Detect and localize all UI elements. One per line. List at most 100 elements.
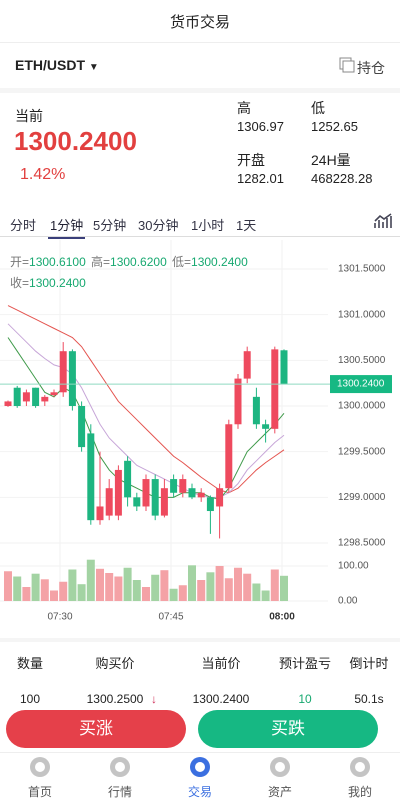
buy-up-button[interactable]: 买涨 — [6, 710, 186, 748]
volume-bar — [31, 573, 40, 601]
interval-tab[interactable]: 分时 — [10, 218, 37, 233]
x-tick-label: 07:30 — [47, 612, 72, 623]
candle-body — [114, 469, 122, 516]
pair-name: ETH/USDT — [15, 57, 85, 73]
y-tick-label: 1300.5000 — [338, 355, 386, 366]
nav-icon — [30, 757, 50, 777]
candle-body — [188, 488, 196, 498]
candle-body — [4, 401, 12, 406]
ohlc-label: 开= — [10, 255, 30, 269]
candle-body — [78, 406, 86, 448]
volume-bar — [197, 580, 206, 601]
candle-body — [271, 349, 279, 429]
nav-icon — [350, 757, 370, 777]
stat-label: 开盘 — [237, 152, 265, 168]
candle-body — [151, 479, 159, 516]
divider — [0, 42, 400, 43]
candle-body — [124, 460, 132, 498]
current-label: 当前 — [15, 108, 43, 124]
nav-icon — [270, 757, 290, 777]
table-header: 倒计时 — [349, 656, 389, 671]
volume-tick-label: 0.00 — [338, 596, 358, 607]
candle-body — [243, 351, 251, 379]
table-header: 购买价 — [95, 656, 135, 671]
candle-body — [234, 378, 242, 425]
moving-average-line — [7, 323, 285, 498]
candle-body — [197, 492, 205, 498]
nav-icon — [190, 757, 210, 777]
candle-body — [41, 396, 49, 402]
volume-bar — [270, 569, 279, 601]
volume-bar — [261, 590, 270, 601]
volume-bar — [40, 579, 49, 601]
candle-body — [87, 433, 95, 521]
moving-average-line — [7, 305, 285, 494]
stat-label: 低 — [311, 100, 325, 116]
position-icon — [339, 57, 355, 73]
interval-tab[interactable]: 1小时 — [191, 218, 225, 233]
volume-bar — [68, 569, 77, 601]
volume-bar — [224, 578, 233, 601]
down-arrow: ↓ — [151, 692, 157, 706]
volume-bar — [50, 590, 58, 601]
stat-value: 1306.97 — [237, 119, 284, 134]
volume-bar — [96, 568, 104, 601]
buy-down-button[interactable]: 买跌 — [198, 710, 378, 748]
candle-body — [206, 497, 214, 512]
volume-bar — [206, 572, 215, 601]
candle-body — [50, 392, 58, 396]
volume-tick-label: 100.00 — [338, 561, 369, 572]
ohlc-value: 1300.6200 — [110, 255, 167, 269]
ohlc-value: 1300.2400 — [191, 255, 248, 269]
nav-item[interactable]: 资产 — [267, 785, 292, 799]
candle-body — [96, 506, 104, 521]
last-price-label: 1300.2400 — [337, 379, 385, 390]
nav-icon — [110, 757, 130, 777]
table-cell: 50.1s — [354, 692, 384, 706]
stat-label: 高 — [237, 100, 251, 116]
candle-body — [179, 479, 187, 493]
y-tick-label: 1301.5000 — [338, 264, 386, 275]
candle-body — [252, 396, 260, 425]
table-cell: 1300.2400 — [192, 692, 250, 706]
nav-item[interactable]: 行情 — [107, 785, 132, 799]
interval-tab[interactable]: 1天 — [236, 218, 257, 233]
ohlc-item: 开=1300.6100 — [10, 253, 86, 270]
page-title: 货币交易 — [169, 14, 230, 31]
candle-body — [280, 350, 288, 385]
ohlc-value: 1300.6100 — [29, 255, 86, 269]
volume-bar — [215, 566, 224, 601]
table-header: 当前价 — [201, 656, 241, 671]
candle-body — [68, 351, 76, 406]
candle-body — [262, 424, 270, 429]
candle-body — [22, 392, 30, 402]
volume-bar — [188, 565, 196, 601]
candle-body — [32, 387, 40, 406]
candle-body — [105, 488, 113, 516]
table-header: 数量 — [16, 656, 43, 671]
interval-tab[interactable]: 30分钟 — [138, 218, 179, 233]
divider — [0, 236, 400, 237]
candle-body — [133, 497, 141, 507]
pair-selector[interactable]: ETH/USDT ▼ — [15, 57, 99, 73]
nav-item[interactable]: 首页 — [27, 785, 52, 799]
chart-settings-icon[interactable] — [374, 213, 392, 229]
table-cell: 1300.2500 ↓ — [86, 692, 157, 706]
interval-tab[interactable]: 5分钟 — [93, 218, 127, 233]
candle-body — [160, 488, 168, 516]
nav-item[interactable]: 交易 — [187, 785, 212, 799]
volume-bar — [142, 587, 150, 601]
nav-item[interactable]: 我的 — [347, 785, 372, 799]
x-tick-label: 08:00 — [269, 612, 295, 623]
candle-body — [216, 488, 224, 507]
position-link[interactable]: 持仓 — [357, 60, 385, 76]
table-header: 预计盈亏 — [278, 656, 331, 671]
stat-value: 468228.28 — [311, 171, 373, 186]
interval-tab[interactable]: 1分钟 — [48, 215, 86, 239]
y-tick-label: 1299.5000 — [338, 446, 386, 457]
table-cell: 10 — [298, 692, 312, 706]
volume-bar — [22, 587, 31, 601]
stat-label: 24H量 — [311, 152, 351, 168]
stat-value: 1282.01 — [237, 171, 284, 186]
